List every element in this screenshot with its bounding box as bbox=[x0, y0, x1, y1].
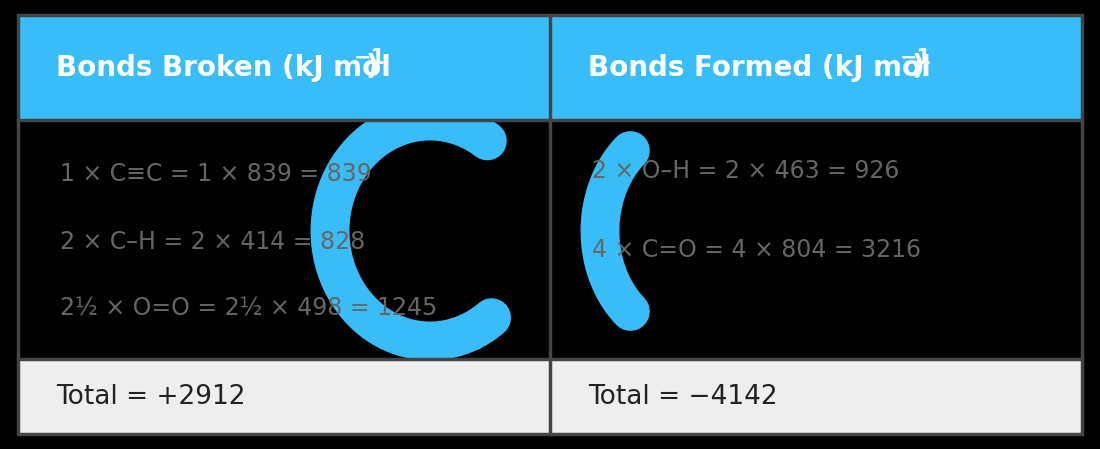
Text: Bonds Broken (kJ mol: Bonds Broken (kJ mol bbox=[56, 53, 390, 82]
Text: Bonds Formed (kJ mol: Bonds Formed (kJ mol bbox=[588, 53, 931, 82]
Bar bbox=[18, 15, 550, 120]
Bar bbox=[18, 120, 550, 359]
Bar bbox=[550, 120, 1082, 359]
Text: 2 × O–H = 2 × 463 = 926: 2 × O–H = 2 × 463 = 926 bbox=[592, 159, 900, 183]
Text: 2 × C–H = 2 × 414 = 828: 2 × C–H = 2 × 414 = 828 bbox=[60, 230, 365, 255]
Text: −1: −1 bbox=[354, 48, 386, 67]
Text: ): ) bbox=[366, 53, 378, 82]
Text: −1: −1 bbox=[900, 48, 932, 67]
Text: 4 × C=O = 4 × 804 = 3216: 4 × C=O = 4 × 804 = 3216 bbox=[592, 238, 921, 262]
Text: ): ) bbox=[912, 53, 925, 82]
Text: Total = −4142: Total = −4142 bbox=[588, 383, 778, 409]
Bar bbox=[550, 15, 1082, 120]
Bar bbox=[550, 359, 1082, 434]
Text: 1 × C≡C = 1 × 839 = 839: 1 × C≡C = 1 × 839 = 839 bbox=[60, 162, 372, 186]
Text: Total = +2912: Total = +2912 bbox=[56, 383, 245, 409]
Bar bbox=[18, 359, 550, 434]
Text: 2½ × O=O = 2½ × 498 = 1245: 2½ × O=O = 2½ × 498 = 1245 bbox=[60, 296, 438, 320]
